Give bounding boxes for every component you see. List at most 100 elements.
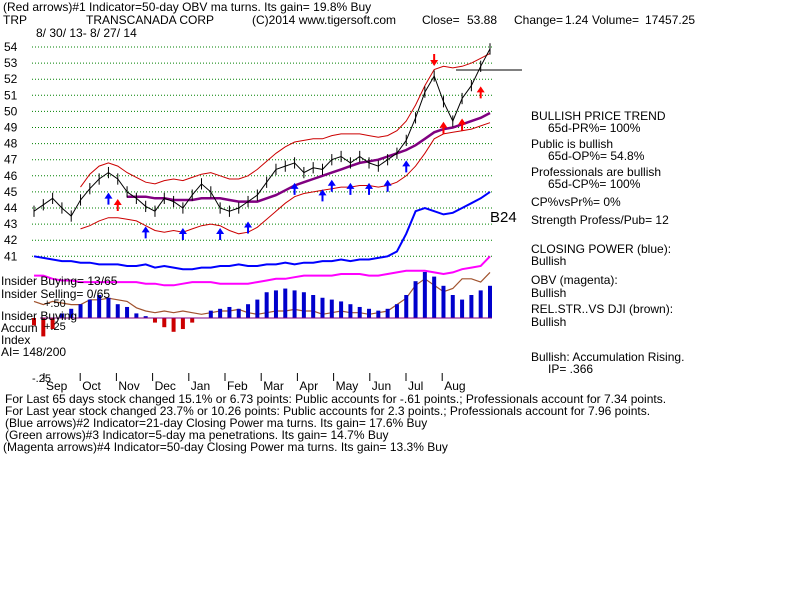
footer-line-2: For Last year stock changed 23.7% or 10.… [5,404,651,418]
relstr-title: REL.STR..VS DJI (brown): [531,302,674,316]
accum-title: Bullish: Accumulation Rising. [531,350,685,364]
trend-value: 65d-PR%= 100% [548,121,641,135]
footer-line-4: (Green arrows)#3 Indicator=5-day ma pene… [5,428,389,442]
price-tick-label: 53 [4,56,18,70]
accum-bar [115,304,120,318]
blue-buy-arrow [244,221,253,234]
accum-bar [78,304,83,318]
price-tick-label: 41 [4,249,18,263]
accum-bar [329,299,334,318]
footer-line-1: For Last 65 days stock changed 15.1% or … [5,392,667,406]
price-tick-label: 45 [4,185,18,199]
price-tick-label: 47 [4,153,18,167]
accum-bar [311,295,316,318]
volume-value: 17457.25 [645,13,696,27]
month-label: Dec [155,379,176,393]
strength: Strength Profess/Pub= 12 [531,213,669,227]
price-tick-label: 51 [4,88,18,102]
closing-power-value: Bullish [531,254,567,268]
accum-bar [106,297,111,318]
obv-title: OBV (magenta): [531,273,618,287]
blue-buy-arrow [104,192,113,205]
price-tick-label: 49 [4,121,18,135]
accumulation-bars [32,272,492,337]
close-value: 53.88 [467,13,498,27]
blue-buy-arrow [346,182,355,195]
accum-label: Accum [1,321,38,335]
month-label: May [336,379,359,393]
index-label: Index [1,333,31,347]
accum-bar [432,276,437,318]
accum-bar [255,299,260,318]
lower-band-line [80,122,491,235]
change-label: Change= [514,13,564,27]
accum-bar [283,288,288,318]
month-label: Sep [46,379,68,393]
change-value: 1.24 [565,13,589,27]
date-range: 8/ 30/ 13- 8/ 27/ 14 [36,26,137,40]
month-label: Apr [299,379,318,393]
insider-selling: Insider Selling= 0/65 [1,287,111,301]
ai-value: AI= 148/200 [1,345,67,359]
cpvspr: CP%vsPr%= 0% [531,195,621,209]
price-tick-label: 44 [4,201,18,215]
pros-value: 65d-CP%= 100% [548,177,641,191]
accum-bar [50,318,55,330]
blue-buy-arrow [383,179,392,192]
price-tick-label: 48 [4,137,18,151]
red-buy-arrow [439,121,448,134]
ma50-line [127,111,491,203]
red-buy-arrow [113,199,122,212]
accum-bar [320,297,325,318]
accum-tick-plus25: +.25 [44,321,66,333]
price-line [33,48,491,217]
accum-bar [339,301,344,318]
footer-line-5: (Magenta arrows)#4 Indicator=50-day Clos… [3,440,448,454]
accum-bar [180,318,185,330]
price-tick-label: 52 [4,72,18,86]
accum-bar [69,308,74,318]
month-label: Mar [263,379,284,393]
accum-bar [394,304,399,318]
accum-bar [87,299,92,318]
accum-bar [152,318,157,323]
month-label: Feb [227,379,248,393]
blue-buy-arrow [327,179,336,192]
insider-buying: Insider Buying= 13/65 [1,274,118,288]
price-tick-label: 43 [4,217,18,231]
price-tick-label: 50 [4,104,18,118]
accum-bar [190,318,195,323]
accum-bar [59,313,64,318]
accum-bar [264,292,269,318]
accum-bar [469,295,474,318]
accum-bar [162,318,167,328]
public-title: Public is bullish [531,137,614,151]
month-label: Nov [118,379,139,393]
price-tick-label: 42 [4,233,18,247]
blue-buy-arrow [178,228,187,240]
accum-bar [301,292,306,318]
accum-bar [273,290,278,318]
accum-bar [357,306,362,318]
accum-bar [450,295,455,318]
ip-value: IP= .366 [548,362,594,376]
accum-bar [208,310,213,318]
accum-bar [422,272,427,318]
accum-bar [292,290,297,318]
accum-bar [32,318,36,326]
accum-bar [227,306,232,318]
month-label: Jul [408,379,423,393]
closing-power-title: CLOSING POWER (blue): [531,242,672,256]
blue-buy-arrow [290,182,299,195]
red-buy-arrow [476,86,485,99]
b24-label: B24 [490,209,517,226]
month-label: Jun [372,379,391,393]
insider-buying-label: Insider Buying [1,309,78,323]
accum-bar [134,313,139,318]
month-axis: Sep Oct Nov Dec Jan Feb Mar Apr May Jun Jul Aug [43,373,466,393]
accum-tick-plus50: +.50 [44,298,66,310]
price-axis-ticks: 41 42 43 44 45 46 47 48 49 50 51 52 53 54 [4,40,18,263]
obv-value: Bullish [531,286,567,300]
public-value: 65d-OP%= 54.8% [548,149,645,163]
